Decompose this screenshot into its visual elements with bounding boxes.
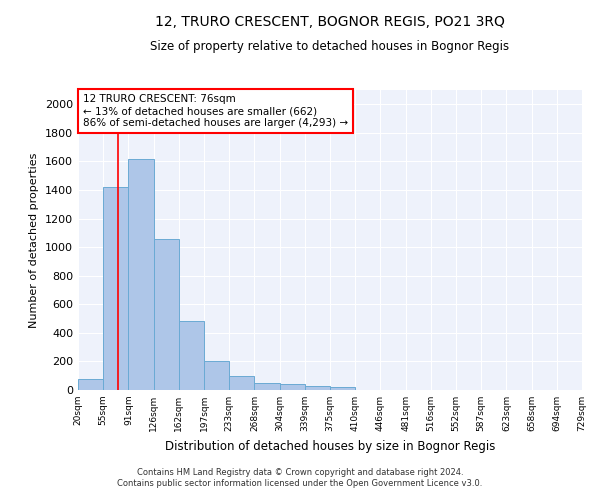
Bar [128, 158, 154, 390]
Y-axis label: Number of detached properties: Number of detached properties [29, 152, 40, 328]
Bar [330, 387, 355, 390]
Bar [154, 240, 179, 390]
Text: 12 TRURO CRESCENT: 76sqm
← 13% of detached houses are smaller (662)
86% of semi-: 12 TRURO CRESCENT: 76sqm ← 13% of detach… [83, 94, 348, 128]
Bar [229, 376, 254, 390]
Bar [254, 383, 280, 390]
Text: Contains HM Land Registry data © Crown copyright and database right 2024.
Contai: Contains HM Land Registry data © Crown c… [118, 468, 482, 487]
Bar [78, 378, 103, 390]
Text: Size of property relative to detached houses in Bognor Regis: Size of property relative to detached ho… [151, 40, 509, 53]
Bar [179, 322, 204, 390]
Bar [280, 384, 305, 390]
Bar [204, 360, 229, 390]
Bar [103, 187, 128, 390]
X-axis label: Distribution of detached houses by size in Bognor Regis: Distribution of detached houses by size … [165, 440, 495, 452]
Text: 12, TRURO CRESCENT, BOGNOR REGIS, PO21 3RQ: 12, TRURO CRESCENT, BOGNOR REGIS, PO21 3… [155, 15, 505, 29]
Bar [305, 386, 330, 390]
